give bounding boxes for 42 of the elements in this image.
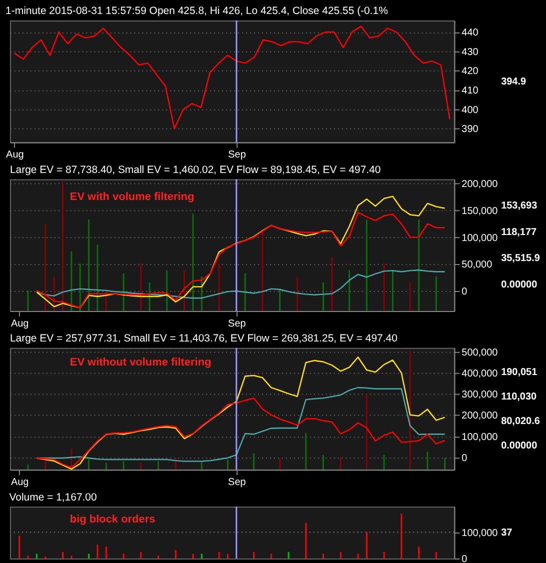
y-tick-label: 0 <box>462 554 468 563</box>
text: 0.00000 <box>501 440 538 452</box>
text: 37 <box>501 528 513 539</box>
text: 190,051 <box>501 367 538 378</box>
text: 80,020.6 <box>501 416 540 427</box>
y-tick-label: 440 <box>462 28 479 39</box>
text: EV with volume filtering <box>70 190 194 203</box>
text: 35,515.9 <box>501 253 540 264</box>
text: 118,177 <box>501 226 538 238</box>
chart-title: 1-minute 2015-08-31 15:57:59 Open 425.8, Hi 426, Lo 425.4, Close 425.55 (-0.1% <box>6 6 388 18</box>
y-tick-label: 400,000 <box>462 368 498 380</box>
chart-title: Volume = 1,167.00 <box>9 492 98 504</box>
chart-title: Large EV = 87,738.40, Small EV = 1,460.02, EV Flow = 89,198.45, EV = 497.40 <box>10 164 381 176</box>
y-tick-label: 200,000 <box>462 410 498 422</box>
y-tick-label: 300,000 <box>462 390 498 401</box>
y-tick-label: 500,000 <box>462 347 498 358</box>
y-tick-label: 420 <box>462 66 479 78</box>
y-tick-label: 430 <box>462 46 479 58</box>
x-tick-label: Aug <box>10 318 29 330</box>
text: 153,693 <box>501 200 538 212</box>
chart-title: Large EV = 257,977.31, Small EV = 11,403.76, EV Flow = 269,381.25, EV = 497.40 <box>10 333 398 344</box>
y-tick-label: 200,000 <box>462 178 498 190</box>
y-tick-label: 50,000 <box>462 260 493 271</box>
text: 110,030 <box>501 392 538 403</box>
text: EV without volume filtering <box>70 356 212 368</box>
x-tick-label: Sep <box>228 318 246 330</box>
y-tick-label: 390 <box>462 124 479 136</box>
y-tick-label: 100,000 <box>462 432 498 443</box>
y-tick-label: 100,000 <box>462 528 498 539</box>
y-tick-label: 0 <box>462 452 468 464</box>
x-tick-label: Aug <box>10 477 29 488</box>
x-tick-label: Sep <box>228 150 246 161</box>
y-tick-label: 100,000 <box>462 232 498 244</box>
text: 394.9 <box>501 76 526 88</box>
y-tick-label: 410 <box>462 86 479 97</box>
x-tick-label: Aug <box>6 150 24 161</box>
text: 0.00000 <box>501 280 538 291</box>
text: big block orders <box>70 513 156 526</box>
y-tick-label: 0 <box>462 286 468 298</box>
y-tick-label: 150,000 <box>462 206 498 217</box>
x-tick-label: Sep <box>228 477 246 488</box>
y-tick-label: 400 <box>462 104 479 116</box>
